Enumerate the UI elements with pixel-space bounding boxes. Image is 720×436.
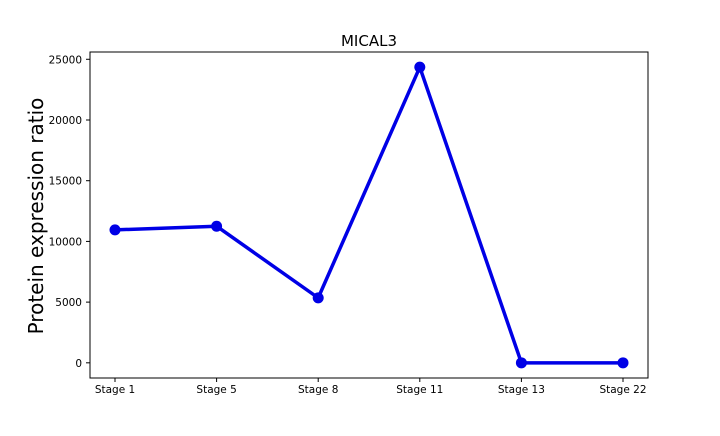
x-tick-label: Stage 13 [498, 384, 545, 396]
series-layer [109, 61, 629, 369]
x-tick-label: Stage 8 [298, 384, 338, 396]
chart-title: MICAL3 [341, 32, 397, 50]
plot-area-frame [89, 51, 649, 379]
data-point [515, 357, 527, 369]
data-point [211, 220, 223, 232]
x-tick-label: Stage 5 [196, 384, 236, 396]
y-axis: 0 5000 10000 15000 20000 25000 [49, 54, 90, 370]
data-point [414, 61, 426, 73]
data-point [617, 357, 629, 369]
y-tick-label: 15000 [49, 176, 82, 188]
y-tick-label: 10000 [49, 236, 82, 248]
series-line [113, 65, 625, 365]
x-tick-label: Stage 11 [396, 384, 443, 396]
x-axis: Stage 1 Stage 5 Stage 8 Stage 11 Stage 13 Sta… [95, 378, 647, 396]
x-tick-label: Stage 1 [95, 384, 135, 396]
data-point [312, 292, 324, 304]
y-tick-label: 25000 [49, 54, 82, 66]
y-tick-label: 20000 [49, 115, 82, 127]
y-tick-label: 0 [75, 358, 82, 370]
data-point [109, 224, 121, 236]
y-axis-label: Protein expression ratio [24, 98, 48, 335]
x-tick-label: Stage 22 [599, 384, 646, 396]
y-tick-label: 5000 [55, 297, 82, 309]
